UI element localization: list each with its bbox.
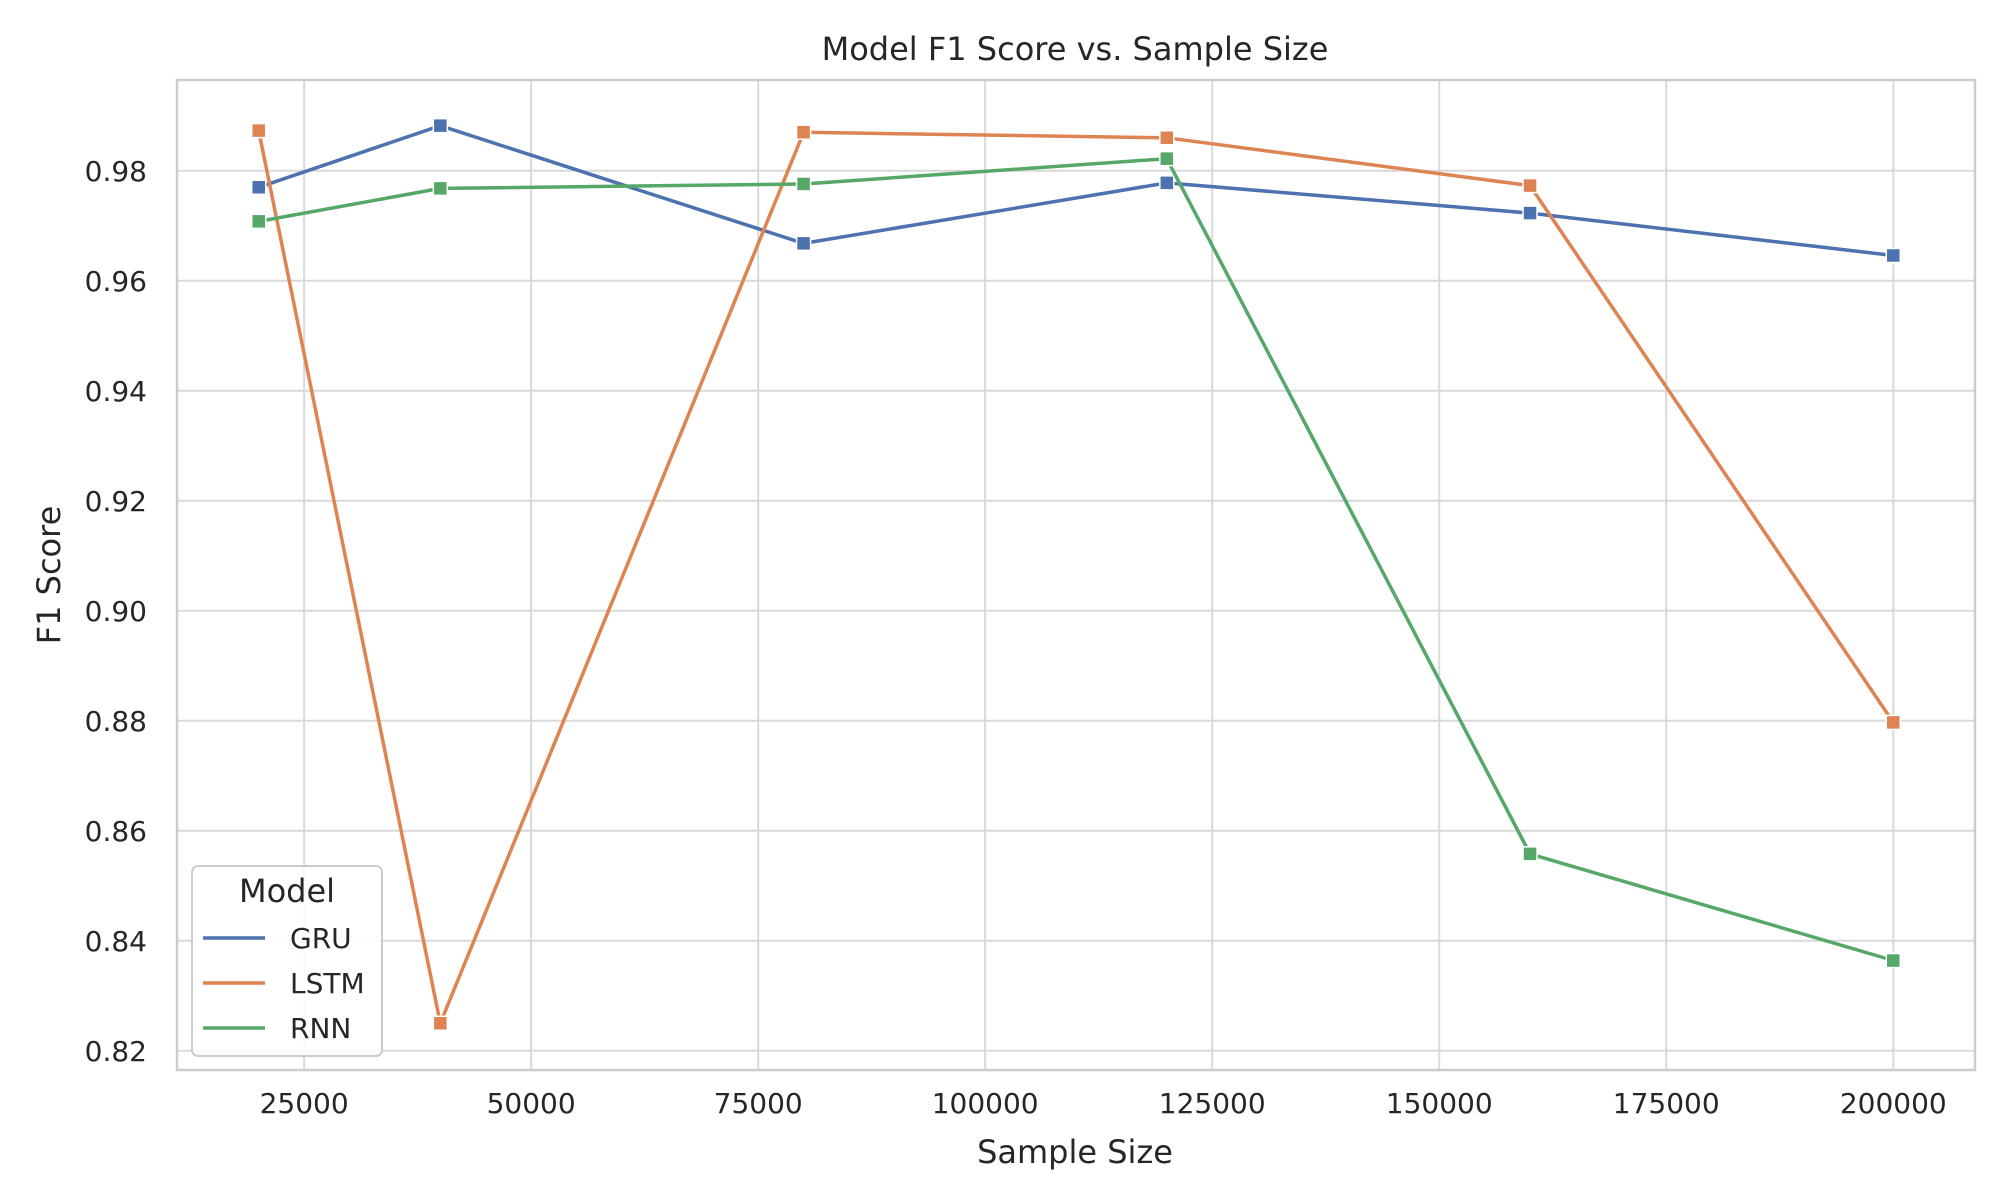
data-point-lstm [795,124,812,140]
series-line-gru [258,123,1894,258]
legend-label-gru: GRU [290,922,352,955]
y-axis-ticks: 0.82 0.84 0.86 0.88 0.90 0.92 0.94 0.96 0.98 [85,155,147,1068]
data-point-lstm [1885,714,1902,731]
x-tick-label: 175000 [1613,1087,1720,1120]
legend-label-lstm: LSTM [290,967,365,1000]
y-tick-label: 0.90 [85,595,147,628]
y-tick-label: 0.88 [85,705,147,738]
x-tick-label: 100000 [932,1087,1039,1120]
chart-title: Model F1 Score vs. Sample Size [822,30,1329,68]
series-lines [250,117,1902,1031]
data-point-rnn [1159,150,1175,167]
legend: Model GRU LSTM RNN [191,865,383,1057]
series-gru [250,117,1902,264]
data-point-rnn [432,180,449,197]
data-point-lstm [1159,130,1175,146]
y-tick-label: 0.82 [85,1035,147,1068]
data-point-rnn [795,176,812,192]
y-axis-label: F1 Score [30,506,68,645]
y-tick-label: 0.86 [85,815,147,848]
x-tick-label: 75000 [714,1087,803,1120]
data-point-rnn [1522,846,1538,862]
x-tick-label: 25000 [260,1087,349,1120]
data-point-gru [1159,175,1175,191]
y-tick-label: 0.96 [85,265,147,298]
data-point-gru [1522,205,1538,221]
gridlines [177,80,1975,1070]
data-point-gru [250,179,267,195]
y-tick-label: 0.98 [85,155,147,188]
data-point-gru [432,117,449,134]
y-tick-label: 0.92 [85,485,147,518]
data-point-gru [1885,247,1902,264]
series-lstm [250,122,1902,1031]
series-line-lstm [256,130,1895,1026]
series-rnn [250,150,1902,969]
x-tick-label: 150000 [1386,1087,1493,1120]
legend-label-rnn: RNN [290,1012,351,1045]
x-tick-label: 125000 [1159,1087,1266,1120]
data-point-rnn [250,213,267,230]
data-point-lstm [432,1015,449,1031]
y-tick-label: 0.84 [85,925,147,958]
series-line-rnn [258,156,1894,963]
x-tick-label: 200000 [1840,1087,1947,1120]
x-axis-ticks: 25000 50000 75000 100000 125000 150000 175000 2… [260,1087,1947,1120]
plot-frame [175,78,1977,1072]
legend-box [191,865,383,1057]
data-point-gru [795,235,812,252]
data-point-lstm [250,122,267,139]
data-point-lstm [1522,177,1538,194]
legend-title: Model [239,872,335,910]
y-tick-label: 0.94 [85,375,147,408]
x-axis-label: Sample Size [977,1133,1173,1171]
x-tick-label: 50000 [487,1087,576,1120]
data-point-rnn [1885,952,1902,969]
